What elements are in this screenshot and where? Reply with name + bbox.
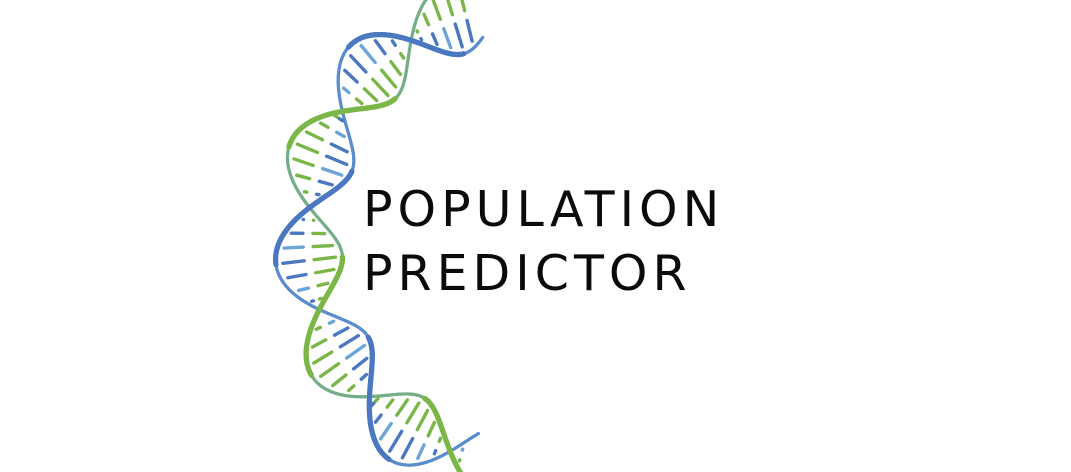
helix-rung-blue [348,54,368,74]
helix-rung-green [371,77,390,98]
helix-rung-green [437,436,443,444]
helix-rung-green [319,362,341,378]
helix-rung-green [295,142,320,155]
helix-rung-green [379,68,398,89]
helix-rung-green [346,384,356,393]
helix-rung-blue [430,32,439,47]
helix-rung-blue [465,18,474,43]
helix-rung-blue [373,39,387,56]
helix-rung-green [312,255,338,262]
helix-rung-blue [309,299,316,304]
helix-rungs [281,0,474,463]
helix-rung-blue [337,116,345,123]
helix-rung-green [314,325,323,331]
helix-rung-green [415,408,430,432]
helix-rung-blue [338,333,361,349]
helix-rung-green [314,267,336,275]
helix-rung-blue [296,286,311,293]
helix-rung-blue [373,413,383,424]
helix-rung-green [317,296,323,301]
helix-front-layer [272,31,467,472]
helix-rung-blue [324,154,349,167]
helix-rung-green [331,373,348,388]
helix-rung-green [362,87,379,103]
logo-wordmark: POPULATION PREDICTOR [363,178,724,306]
helix-rung-blue [378,421,393,441]
helix-rung-green [373,396,380,403]
helix-rung-blue [351,356,369,371]
helix-rung-blue [343,68,359,84]
helix-rung-green [395,398,410,417]
helix-rung-blue [390,39,397,48]
helix-rung-green [426,420,437,438]
helix-rung-green [332,113,340,120]
helix-rung-blue [317,179,334,187]
helix-rung-blue [416,443,426,461]
helix-rung-blue [432,448,438,456]
helix-rung-blue [282,245,305,250]
helix-rung-green [304,130,325,142]
helix-rung-green [385,398,395,409]
helix-rung-blue [388,429,404,453]
helix-rung-green [295,173,312,181]
helix-rung-green [310,338,328,349]
helix-rung-blue [442,26,453,50]
helix-rung-green [405,401,421,425]
helix-rung-blue [341,86,351,95]
helix-rung-blue [344,343,367,360]
helix-strand-blue [384,455,392,462]
helix-rung-blue [453,22,464,49]
helix-strand-blue [345,43,353,50]
helix-rung-blue [329,142,349,154]
helix-rung-blue [419,36,424,42]
logo-title-line-1: POPULATION [363,181,725,238]
helix-rung-green [292,157,315,168]
helix-rung-green [389,59,403,77]
helix-rung-blue [320,166,344,177]
helix-rung-green [316,281,330,288]
helix-rung-green [460,0,467,13]
helix-rung-green [354,97,364,106]
helix-rung-blue [359,43,377,65]
logo-title-line-2: PREDICTOR [363,245,692,302]
helix-rung-blue [400,436,415,460]
helix-rung-green [399,52,406,60]
helix-strand-green [286,142,293,150]
helix-rung-green [312,350,334,365]
helix-rung-green [446,0,455,17]
helix-rung-green [318,121,330,130]
helix-rung-blue [335,130,346,139]
helix-rung-green [311,243,335,249]
helix-strand-green [307,370,314,378]
helix-strand-blue [475,431,481,437]
helix-rung-blue [281,259,306,265]
helix-rung-blue [332,326,350,337]
helix-rung-blue [286,272,308,280]
helix-rung-blue [359,372,369,381]
helix-rung-blue [327,319,336,325]
helix-rung-green [415,29,420,34]
helix-rung-green [431,0,442,21]
helix-rung-green [422,12,431,27]
